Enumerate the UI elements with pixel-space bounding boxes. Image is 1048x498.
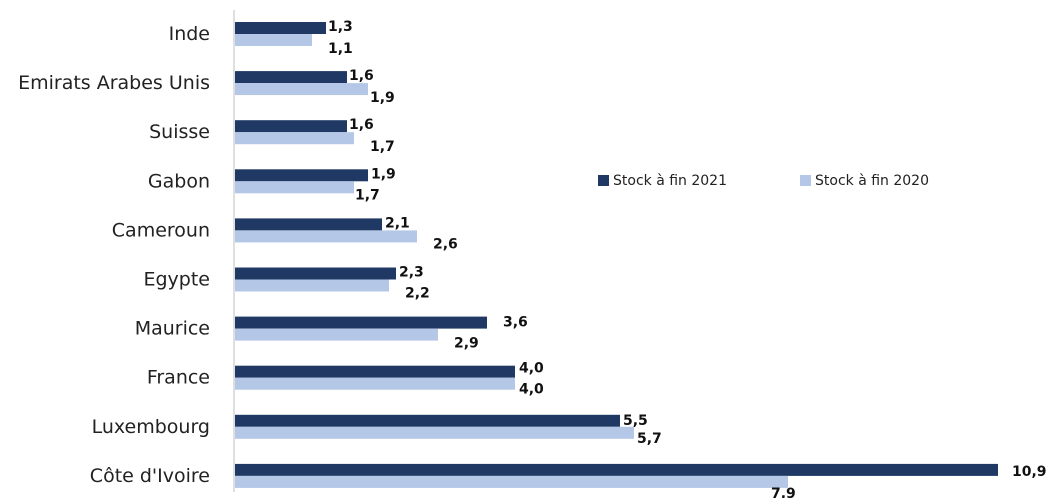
legend-swatch-1 [800, 175, 811, 186]
value-labels: 1,3 1,1 1,6 1,9 1,6 1,7 1,9 1,7 2,1 2,6 2,3 2,2 3,6 2… [328, 19, 1047, 498]
legend: Stock à fin 2021 Stock à fin 2020 [598, 173, 929, 189]
data-label-2020: 7,9 [771, 486, 796, 498]
legend-label-1: Stock à fin 2020 [815, 173, 929, 189]
data-label-2021: 2,1 [385, 215, 410, 231]
data-label-2020: 1,1 [328, 41, 353, 57]
data-label-2020: 1,9 [370, 90, 395, 106]
bar-2020-7 [235, 377, 515, 390]
bar-2020-6 [235, 328, 438, 341]
bar-2021-8 [235, 414, 620, 427]
bar-2021-3 [235, 169, 368, 182]
bar-2021-5 [235, 267, 396, 280]
category-label: Maurice [135, 318, 210, 340]
bar-2020-2 [235, 132, 354, 145]
data-label-2021: 1,3 [328, 19, 353, 35]
bar-2021-2 [235, 120, 347, 133]
data-label-2020: 1,7 [355, 187, 380, 203]
bars-group [235, 22, 998, 488]
category-label: Luxembourg [92, 416, 210, 438]
legend-label-0: Stock à fin 2021 [613, 173, 727, 189]
data-label-2020: 1,7 [370, 139, 395, 155]
data-label-2020: 2,6 [433, 236, 458, 252]
bar-2021-9 [235, 463, 998, 476]
data-label-2021: 2,3 [399, 265, 424, 281]
bar-2020-9 [235, 475, 788, 488]
data-label-2020: 2,9 [454, 336, 479, 352]
data-label-2021: 4,0 [519, 361, 544, 377]
bar-2021-1 [235, 71, 347, 84]
category-label: France [147, 367, 210, 389]
bar-2020-8 [235, 426, 634, 439]
bar-2020-5 [235, 279, 389, 292]
data-label-2021: 3,6 [503, 315, 528, 331]
bar-2020-1 [235, 83, 368, 96]
category-label: Egypte [143, 269, 210, 291]
category-label: Cameroun [112, 219, 210, 241]
bar-2020-3 [235, 181, 354, 194]
data-label-2020: 2,2 [405, 286, 430, 302]
data-label-2021: 5,5 [623, 413, 648, 429]
bar-2020-0 [235, 34, 312, 46]
category-label: Côte d'Ivoire [90, 465, 210, 487]
data-label-2021: 1,9 [371, 166, 396, 182]
bar-2021-0 [235, 22, 326, 34]
category-label: Inde [169, 23, 210, 45]
bar-2020-4 [235, 230, 417, 243]
bar-2021-7 [235, 365, 515, 378]
data-label-2021: 1,6 [349, 68, 374, 84]
data-label-2020: 4,0 [519, 382, 544, 398]
bar-2021-6 [235, 316, 487, 329]
data-label-2021: 1,6 [349, 117, 374, 133]
category-label: Emirats Arabes Unis [18, 72, 210, 94]
category-label: Gabon [148, 170, 210, 192]
legend-swatch-0 [598, 175, 609, 186]
category-labels: Inde Emirats Arabes Unis Suisse Gabon Camero… [18, 23, 210, 487]
category-label: Suisse [149, 121, 210, 143]
bar-2021-4 [235, 218, 382, 231]
data-label-2020: 5,7 [637, 431, 662, 447]
data-label-2021: 10,9 [1012, 464, 1047, 480]
